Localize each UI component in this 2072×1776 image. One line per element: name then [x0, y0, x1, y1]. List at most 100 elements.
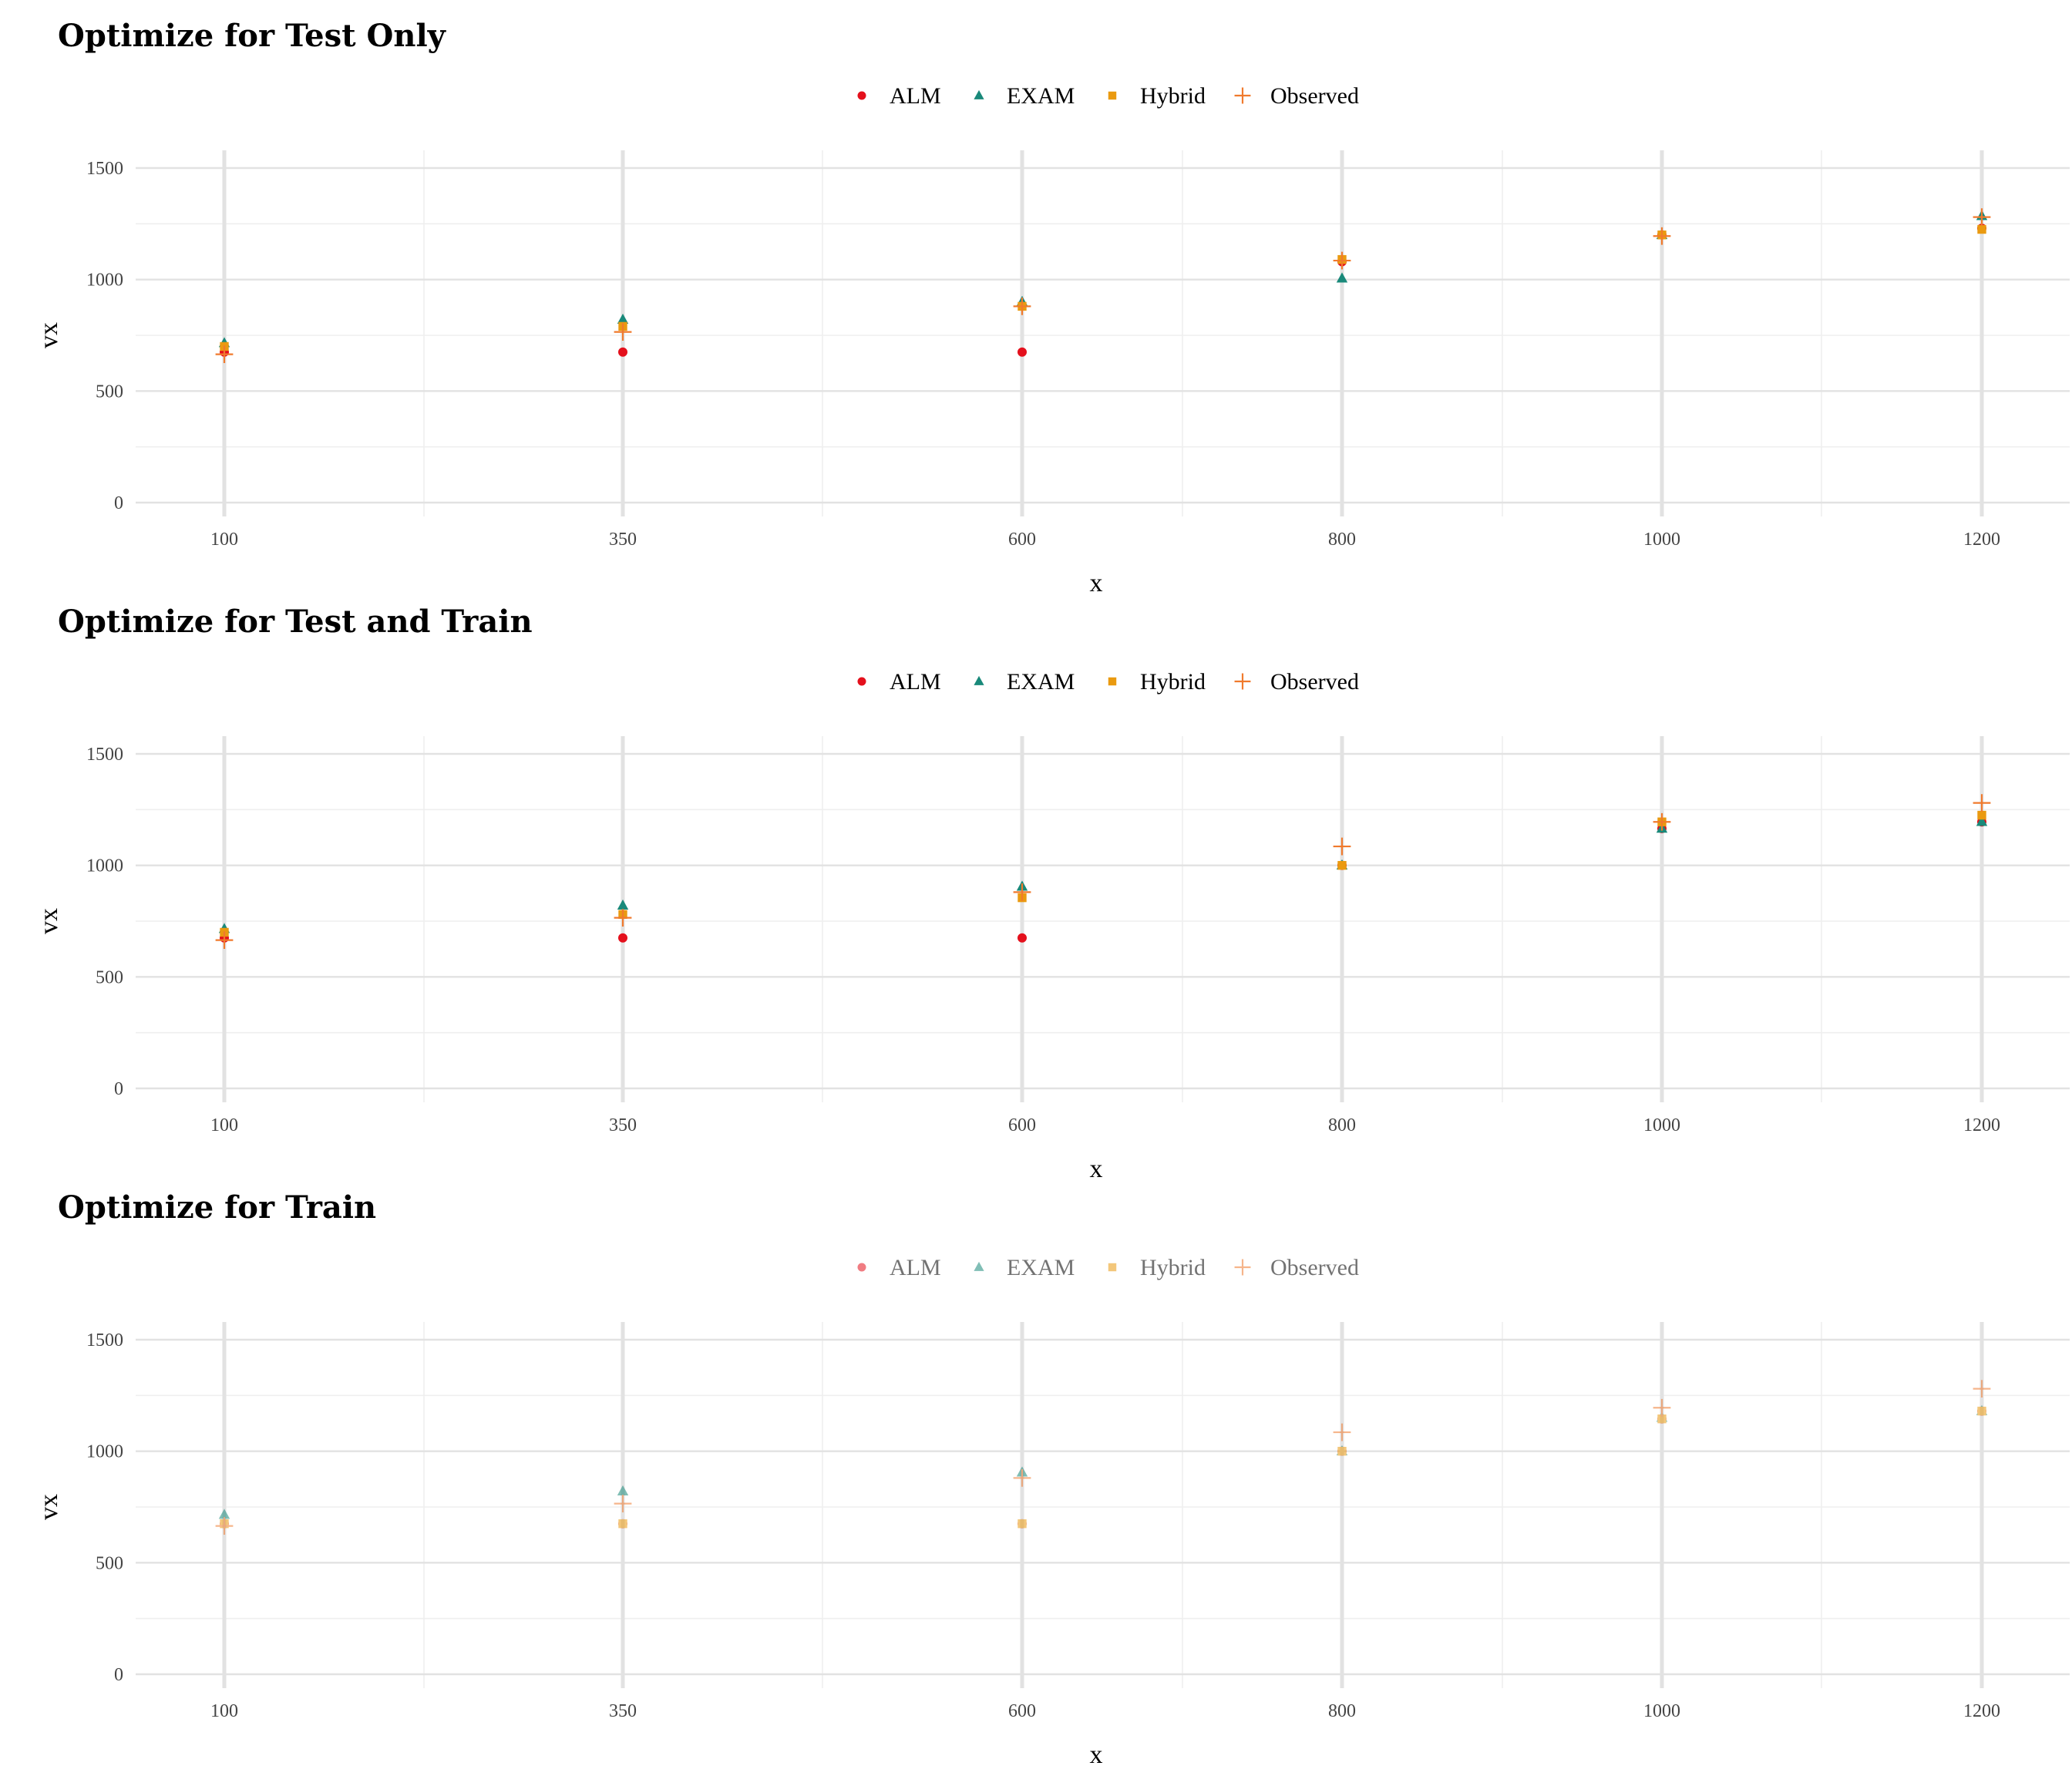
x-axis-title: x: [1090, 569, 1103, 597]
legend-key-hybrid: [1108, 91, 1117, 100]
data-point-hybrid: [1018, 1519, 1027, 1529]
y-tick-label: 500: [96, 967, 123, 987]
x-tick-label: 1200: [1963, 530, 2000, 550]
legend-item: EXAM: [974, 669, 1075, 695]
y-axis-title: vx: [35, 322, 63, 348]
data-point-exam: [617, 313, 629, 325]
legend-label: EXAM: [1007, 1255, 1075, 1280]
legend-key-exam: [974, 1261, 984, 1271]
x-axis-title: x: [1090, 1741, 1103, 1769]
y-tick-label: 1500: [86, 159, 123, 179]
data-point-hybrid: [1977, 1406, 1986, 1416]
panel-2: Optimize for Test and Train ALM EXAM Hybrid…: [35, 604, 2070, 1183]
legend-label: Observed: [1270, 1255, 1359, 1280]
legend-item: Hybrid: [1108, 669, 1206, 695]
y-axis-title: vx: [35, 1494, 63, 1520]
panel-title: Optimize for Test and Train: [58, 604, 533, 640]
y-tick-label: 1000: [86, 271, 123, 291]
legend-label: EXAM: [1007, 669, 1075, 695]
x-tick-label: 1000: [1643, 1115, 1680, 1135]
legend-key-observed: [1234, 673, 1251, 690]
data-point-hybrid: [1337, 860, 1347, 870]
y-axis-title: vx: [35, 908, 63, 934]
data-point-observed: [1973, 208, 1991, 227]
data-point-observed: [215, 1517, 234, 1535]
legend-key-hybrid: [1108, 1263, 1117, 1272]
legend-key-alm: [857, 91, 866, 100]
legend-label: EXAM: [1007, 83, 1075, 109]
panel-title: Optimize for Train: [58, 1189, 376, 1226]
y-tick-label: 1500: [86, 1330, 123, 1350]
x-tick-label: 1200: [1963, 1701, 2000, 1721]
y-tick-label: 500: [96, 382, 123, 402]
x-tick-label: 100: [210, 1115, 238, 1135]
y-tick-label: 500: [96, 1553, 123, 1573]
y-tick-label: 0: [114, 493, 123, 513]
y-tick-label: 1000: [86, 856, 123, 876]
x-tick-label: 100: [210, 530, 238, 550]
legend-key-hybrid: [1108, 677, 1117, 686]
data-point-alm: [1018, 933, 1027, 943]
data-point-hybrid: [1657, 1414, 1667, 1424]
legend-item: Observed: [1234, 669, 1359, 695]
data-point-observed: [1013, 297, 1031, 315]
legend-label: Hybrid: [1140, 83, 1206, 109]
x-tick-label: 800: [1328, 1115, 1356, 1135]
legend-label: Hybrid: [1140, 1255, 1206, 1280]
data-point-observed: [1973, 1380, 1991, 1398]
legend-key-observed: [1234, 1259, 1251, 1276]
legend-label: ALM: [890, 83, 941, 109]
x-axis-title: x: [1090, 1155, 1103, 1183]
legend: ALM EXAM Hybrid Observed: [857, 1255, 1359, 1280]
data-point-observed: [1333, 837, 1351, 856]
x-tick-label: 350: [609, 530, 637, 550]
legend-item: EXAM: [974, 83, 1075, 109]
data-point-exam: [218, 1509, 230, 1519]
legend-key-exam: [974, 89, 984, 99]
legend-item: Hybrid: [1108, 1255, 1206, 1280]
legend-item: ALM: [857, 669, 941, 695]
data-point-observed: [614, 909, 632, 927]
data-point-hybrid: [1337, 1446, 1347, 1456]
y-tick-label: 1500: [86, 745, 123, 765]
data-point-hybrid: [618, 1519, 627, 1529]
data-point-observed: [1013, 883, 1031, 901]
data-point-exam: [1336, 272, 1348, 283]
legend: ALM EXAM Hybrid Observed: [857, 83, 1359, 109]
legend-key-alm: [857, 1263, 866, 1272]
legend: ALM EXAM Hybrid Observed: [857, 669, 1359, 695]
data-points: [215, 1380, 1991, 1535]
data-point-hybrid: [1977, 224, 1986, 234]
x-tick-label: 600: [1008, 1701, 1036, 1721]
data-point-observed: [1653, 227, 1671, 245]
legend-item: EXAM: [974, 1255, 1075, 1280]
x-tick-label: 600: [1008, 1115, 1036, 1135]
x-tick-label: 1000: [1643, 530, 1680, 550]
panel-1: Optimize for Test Only ALM EXAM Hybrid Obser…: [35, 18, 2070, 597]
data-point-observed: [614, 1495, 632, 1513]
x-tick-label: 350: [609, 1115, 637, 1135]
x-tick-label: 1000: [1643, 1701, 1680, 1721]
data-point-alm: [618, 933, 627, 943]
legend-label: Hybrid: [1140, 669, 1206, 695]
legend-item: Observed: [1234, 83, 1359, 109]
legend-label: Observed: [1270, 669, 1359, 695]
legend-item: Hybrid: [1108, 83, 1206, 109]
y-tick-label: 0: [114, 1665, 123, 1685]
data-point-observed: [1653, 812, 1671, 831]
x-tick-label: 800: [1328, 530, 1356, 550]
data-point-alm: [618, 347, 627, 357]
data-point-observed: [1973, 794, 1991, 812]
data-point-observed: [1333, 251, 1351, 270]
data-point-hybrid: [1977, 810, 1986, 820]
legend-item: Observed: [1234, 1255, 1359, 1280]
legend-key-observed: [1234, 87, 1251, 104]
data-point-exam: [1976, 816, 1988, 826]
data-point-observed: [614, 323, 632, 341]
legend-key-exam: [974, 675, 984, 685]
data-points: [215, 208, 1991, 363]
panel-3: Optimize for Train ALM EXAM Hybrid Observed 0…: [35, 1189, 2070, 1769]
data-point-observed: [1333, 1423, 1351, 1441]
x-tick-label: 350: [609, 1701, 637, 1721]
